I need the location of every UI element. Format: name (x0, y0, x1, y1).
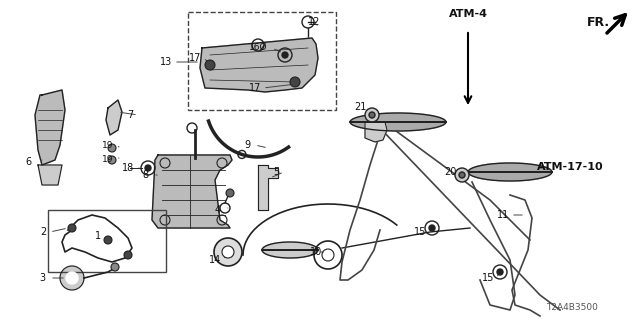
Text: 4: 4 (215, 205, 221, 215)
Text: 5: 5 (273, 167, 279, 177)
Polygon shape (60, 266, 84, 290)
Circle shape (124, 251, 132, 259)
Text: 7: 7 (127, 110, 133, 120)
Text: ATM-17-10: ATM-17-10 (537, 162, 604, 172)
Polygon shape (468, 163, 552, 181)
Text: ATM-4: ATM-4 (449, 9, 488, 19)
Polygon shape (258, 165, 278, 210)
Text: 16Ø: 16Ø (249, 43, 268, 52)
Text: 6: 6 (25, 157, 31, 167)
Polygon shape (66, 272, 78, 284)
Polygon shape (106, 100, 122, 135)
Text: 17: 17 (249, 83, 261, 93)
Text: 12: 12 (308, 17, 321, 27)
Bar (188, 12, 336, 110)
Polygon shape (35, 90, 65, 165)
Text: 11: 11 (497, 210, 509, 220)
Text: 9: 9 (244, 140, 250, 150)
Text: 10: 10 (310, 247, 322, 257)
Polygon shape (262, 242, 318, 258)
Polygon shape (365, 122, 387, 142)
Circle shape (222, 246, 234, 258)
Text: 21: 21 (354, 102, 366, 112)
Circle shape (365, 108, 379, 122)
Text: 14: 14 (209, 255, 221, 265)
Circle shape (104, 236, 112, 244)
Circle shape (145, 165, 151, 171)
Circle shape (429, 225, 435, 231)
Circle shape (226, 189, 234, 197)
Polygon shape (38, 165, 62, 185)
Text: T2A4B3500: T2A4B3500 (546, 303, 598, 313)
Circle shape (459, 172, 465, 178)
Circle shape (290, 77, 300, 87)
Circle shape (369, 112, 375, 118)
Text: 1: 1 (95, 231, 101, 241)
Circle shape (108, 156, 116, 164)
Circle shape (282, 52, 288, 58)
Text: 13: 13 (160, 57, 172, 67)
Text: 15: 15 (482, 273, 494, 283)
Circle shape (68, 224, 76, 232)
Circle shape (455, 168, 469, 182)
Circle shape (497, 269, 503, 275)
Bar (48, 210, 166, 272)
Circle shape (214, 238, 242, 266)
Circle shape (111, 263, 119, 271)
Text: 2: 2 (40, 227, 46, 237)
Text: 20: 20 (444, 167, 456, 177)
Text: 8: 8 (142, 170, 148, 180)
Text: 15: 15 (414, 227, 426, 237)
Text: 19: 19 (102, 155, 114, 164)
Circle shape (205, 60, 215, 70)
Text: 19: 19 (102, 140, 114, 149)
Polygon shape (152, 155, 232, 228)
Circle shape (108, 144, 116, 152)
Text: 17: 17 (189, 53, 201, 63)
Polygon shape (350, 113, 446, 131)
Text: FR.: FR. (586, 15, 609, 28)
Text: 18: 18 (122, 163, 134, 173)
Polygon shape (200, 38, 318, 92)
Text: 3: 3 (39, 273, 45, 283)
